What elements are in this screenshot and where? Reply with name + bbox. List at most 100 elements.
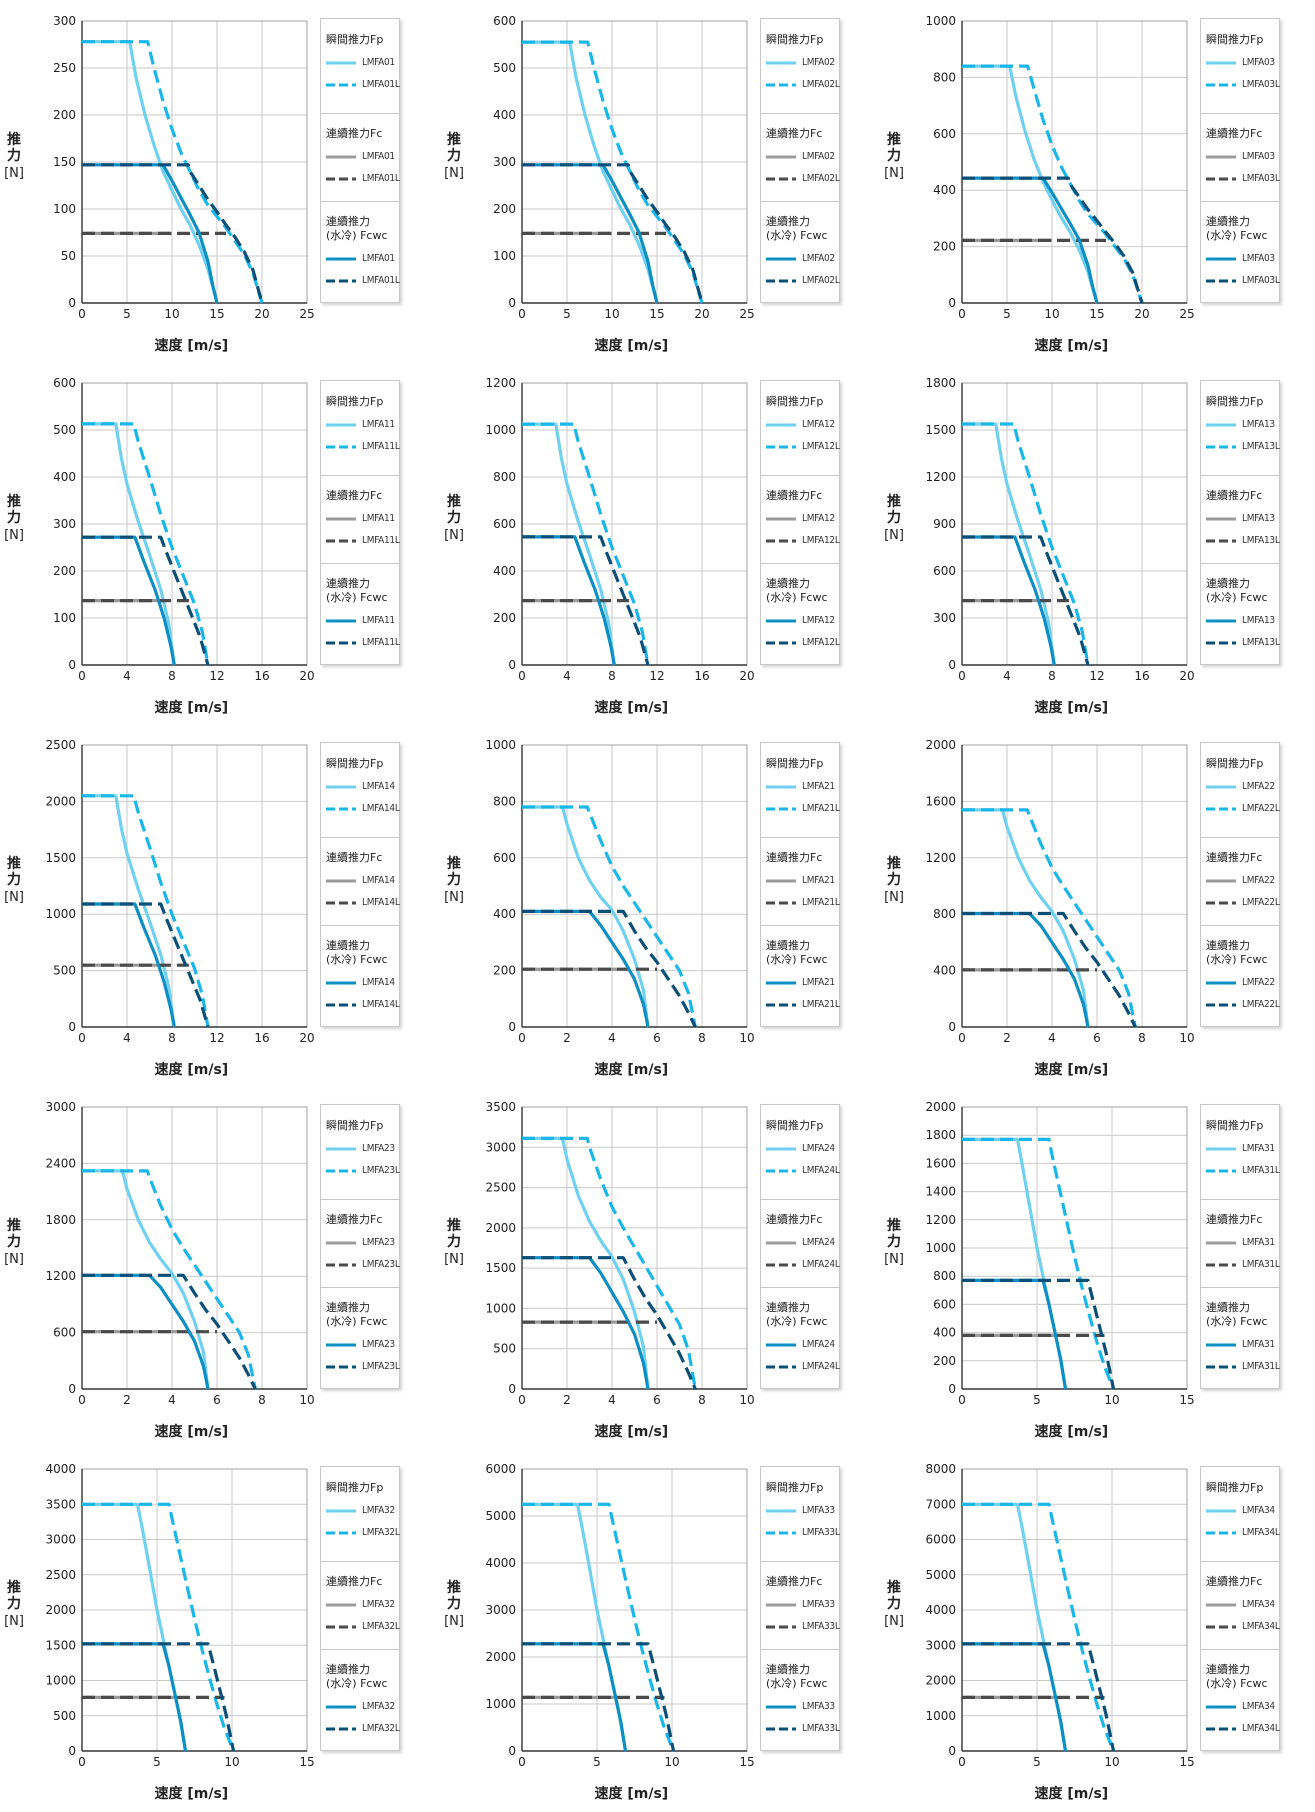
- legend-swatch: [1206, 1003, 1236, 1007]
- y-tick-label: 0: [68, 1020, 76, 1034]
- legend-label: LMFA12L: [802, 637, 840, 648]
- legend-item: LMFA02: [765, 150, 839, 164]
- legend-label: LMFA23L: [362, 1361, 400, 1372]
- x-tick-label: 16: [1134, 669, 1149, 683]
- legend-item: LMFA14: [325, 976, 399, 990]
- y-axis-label-part: [N]: [884, 528, 904, 543]
- legend-label: LMFA01: [362, 57, 395, 68]
- y-tick-label: 1600: [925, 794, 956, 808]
- y-tick-label: 1000: [925, 1241, 956, 1255]
- legend-label: LMFA22L: [1242, 897, 1280, 908]
- legend-heading: 瞬間推力Fp: [766, 1119, 824, 1132]
- legend-swatch: [326, 1727, 356, 1731]
- legend-heading: 連續推力: [1206, 1301, 1250, 1314]
- legend-swatch: [1206, 1509, 1236, 1513]
- series-line-fcwc-lmfa01l: [82, 163, 264, 304]
- y-tick-label: 0: [508, 296, 516, 310]
- legend-section-fc: 連續推力Fc LMFA12 LMFA12L: [761, 475, 840, 564]
- series-line-fp-lmfa12: [522, 422, 616, 666]
- legend-label: LMFA32L: [362, 1527, 400, 1538]
- legend-swatch: [326, 619, 356, 623]
- series-line-fp-lmfa21: [522, 805, 650, 1028]
- y-tick-label: 600: [933, 127, 956, 141]
- legend-heading: 瞬間推力Fp: [326, 1119, 384, 1132]
- y-tick-label: 1200: [485, 376, 516, 390]
- legend-section-fcwc: 連續推力 (水冷) Fcwc LMFA34 LMFA34L: [1201, 1649, 1280, 1750]
- legend-heading: 連續推力Fc: [326, 1575, 383, 1588]
- legend-section-fc: 連續推力Fc LMFA13 LMFA13L: [1201, 475, 1280, 564]
- series-line-fcwc-lmfa01: [82, 163, 219, 304]
- legend-item: LMFA01L: [325, 274, 400, 288]
- series-line-fcwc-lmfa14l: [82, 902, 210, 1028]
- legend-label: LMFA03L: [1242, 79, 1280, 90]
- legend-heading: (水冷) Fcwc: [326, 1315, 388, 1328]
- x-tick-label: 15: [1089, 307, 1104, 321]
- legend-item: LMFA22: [1205, 780, 1279, 794]
- y-tick-label: 400: [493, 108, 516, 122]
- legend-label: LMFA22L: [1242, 803, 1280, 814]
- x-tick-label: 2: [563, 1393, 571, 1407]
- legend-label: LMFA01: [362, 151, 395, 162]
- legend-label: LMFA31L: [1242, 1165, 1280, 1176]
- legend-swatch: [326, 517, 356, 521]
- legend-label: LMFA33: [802, 1701, 835, 1712]
- legend-item: LMFA34: [1205, 1598, 1279, 1612]
- series-line-fp-lmfa23l: [82, 1169, 257, 1390]
- legend-heading: 連續推力Fc: [1206, 851, 1263, 864]
- legend-swatch: [1206, 807, 1236, 811]
- legend-item: LMFA32L: [325, 1722, 400, 1736]
- legend-swatch: [1206, 619, 1236, 623]
- x-tick-label: 10: [664, 1755, 679, 1769]
- legend-swatch: [326, 879, 356, 883]
- legend-item: LMFA32L: [325, 1620, 400, 1634]
- legend-item: LMFA03: [1205, 56, 1279, 70]
- legend-section-fc: 連續推力Fc LMFA24 LMFA24L: [761, 1199, 840, 1288]
- y-axis-label-part: 力: [7, 148, 21, 164]
- legend-item: LMFA33: [765, 1700, 839, 1714]
- legend-heading: 連續推力: [1206, 577, 1250, 590]
- legend-swatch: [766, 981, 796, 985]
- series-line-fcwc-lmfa21: [522, 909, 650, 1028]
- x-axis-label: 速度 [m/s]: [594, 1062, 669, 1078]
- x-axis-label: 速度 [m/s]: [154, 338, 229, 354]
- y-tick-label: 100: [53, 611, 76, 625]
- x-tick-label: 6: [653, 1031, 661, 1045]
- legend-label: LMFA21: [802, 875, 835, 886]
- chart-panel-lmfa13: 0 4 8 12 16 20 0 300 600 900 1200 1500 1800 推力 [N] 速度 […: [880, 362, 1315, 724]
- y-axis-label: 推力 [N]: [444, 494, 464, 544]
- legend-label: LMFA31L: [1242, 1361, 1280, 1372]
- legend-item: LMFA34L: [1205, 1620, 1280, 1634]
- legend-item: LMFA34L: [1205, 1526, 1280, 1540]
- legend-item: LMFA32: [325, 1700, 399, 1714]
- legend-item: LMFA14: [325, 780, 399, 794]
- plot-frame: [961, 20, 1188, 304]
- legend-label: LMFA31: [1242, 1339, 1275, 1350]
- legend-item: LMFA21: [765, 976, 839, 990]
- legend-label: LMFA33L: [802, 1723, 840, 1734]
- y-tick-label: 150: [53, 155, 76, 169]
- legend-label: LMFA34: [1242, 1599, 1275, 1610]
- y-axis-label-part: [N]: [444, 528, 464, 543]
- y-tick-label: 4000: [45, 1462, 76, 1476]
- legend-item: LMFA31: [1205, 1236, 1279, 1250]
- x-tick-label: 0: [958, 1393, 966, 1407]
- legend-label: LMFA32: [362, 1599, 395, 1610]
- legend-heading: 瞬間推力Fp: [1206, 33, 1264, 46]
- legend-section-fc: 連續推力Fc LMFA02 LMFA02L: [761, 113, 840, 202]
- y-tick-label: 2000: [45, 1603, 76, 1617]
- legend-item: LMFA32: [325, 1504, 399, 1518]
- legend-item: LMFA22L: [1205, 802, 1280, 816]
- y-tick-label: 8000: [925, 1462, 956, 1476]
- legend-item: LMFA23: [325, 1338, 399, 1352]
- y-tick-label: 2000: [925, 738, 956, 752]
- legend-heading: 連續推力: [766, 1301, 810, 1314]
- x-tick-label: 6: [653, 1393, 661, 1407]
- x-tick-label: 0: [518, 1031, 526, 1045]
- legend: 瞬間推力Fp LMFA14 LMFA14L 連續推力Fc LMFA14 LMFA14L 連續…: [320, 742, 400, 1027]
- y-axis-label: 推力 [N]: [884, 494, 904, 544]
- legend-label: LMFA12: [802, 615, 835, 626]
- x-tick-label: 0: [518, 307, 526, 321]
- x-tick-label: 8: [698, 1393, 706, 1407]
- y-tick-label: 1600: [925, 1156, 956, 1170]
- y-tick-label: 1500: [45, 1638, 76, 1652]
